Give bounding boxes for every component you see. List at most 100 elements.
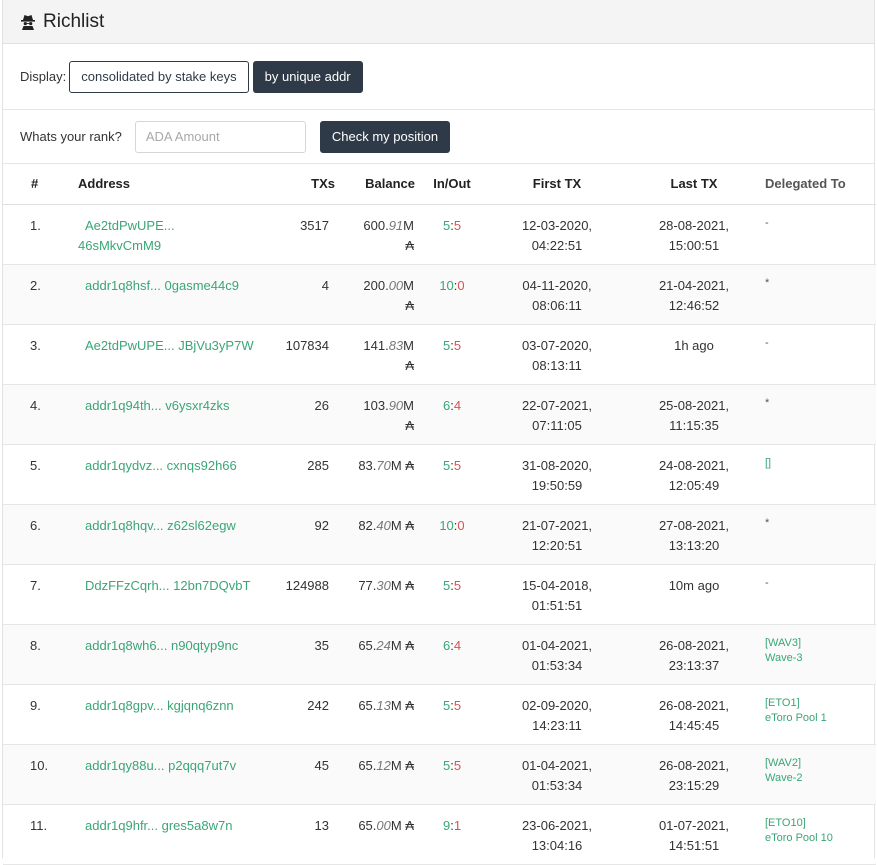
pool-ticker[interactable]: [] [765, 456, 772, 469]
col-header-delegated-to[interactable]: Delegated To [759, 164, 876, 205]
in-out-cell: 5:5 [419, 204, 485, 265]
address-link[interactable]: addr1qydvz... cxnqs92h66 [85, 457, 237, 473]
last-tx-time: 15:00:51 [668, 237, 720, 253]
first-tx-time: 08:06:11 [532, 297, 582, 313]
delegated-cell: [WAV3] Wave-3 [759, 624, 876, 685]
address-link[interactable]: addr1q9hfr... gres5a8w7n [85, 817, 233, 833]
last-tx-cell: 26-08-2021, 23:15:29 [629, 744, 759, 805]
last-tx-date: 28-08-2021, [658, 217, 730, 233]
col-header-balance[interactable]: Balance [337, 164, 419, 205]
check-my-position-button[interactable]: Check my position [319, 120, 451, 153]
balance-decimal: 24 [376, 637, 391, 653]
balance-decimal: 12 [376, 757, 391, 773]
in-out-cell: 9:1 [419, 804, 485, 865]
balance-cell: 77.30M ₳ [337, 564, 419, 625]
pool-ticker[interactable]: [WAV2] [765, 756, 802, 769]
first-tx-cell: 03-07-2020, 08:13:11 [485, 324, 629, 385]
last-tx-cell: 28-08-2021, 15:00:51 [629, 204, 759, 265]
address-cell: addr1q9hfr... gres5a8w7n [49, 804, 257, 865]
col-header-inout[interactable]: In/Out [419, 164, 485, 205]
ada-amount-input[interactable] [134, 120, 306, 153]
consolidated-by-stake-keys-button[interactable]: consolidated by stake keys [69, 60, 249, 93]
balance-cell: 82.40M ₳ [337, 504, 419, 565]
first-tx-date: 03-07-2020, [521, 337, 593, 353]
in-out-separator: : [450, 217, 454, 233]
table-row: 10. addr1qy88u... p2qqq7ut7v 45 65.12M ₳ 5:5… [3, 744, 876, 805]
in-count: 10 [439, 277, 454, 293]
balance-integer: 65. [358, 757, 377, 773]
balance-integer: 65. [358, 637, 377, 653]
balance-cell: 600.91M ₳ [337, 204, 419, 265]
col-header-num[interactable]: # [3, 164, 49, 205]
address-cell: addr1q8gpv... kgjqnq6znn [49, 684, 257, 745]
first-tx-date: 21-07-2021, [521, 517, 593, 533]
row-rank: 11. [3, 804, 49, 865]
pool-ticker[interactable]: [ETO10] [765, 816, 806, 829]
last-tx-date: 24-08-2021, [658, 457, 730, 473]
pool-ticker[interactable]: [WAV3] [765, 636, 802, 649]
table-row: 8. addr1q8wh6... n90qtyp9nc 35 65.24M ₳ 6:4 0… [3, 624, 876, 685]
last-tx-cell: 1h ago [629, 324, 759, 385]
last-tx-cell: 25-08-2021, 11:15:35 [629, 384, 759, 445]
in-out-separator: : [450, 757, 454, 773]
address-link[interactable]: addr1q8wh6... n90qtyp9nc [85, 637, 239, 653]
pool-ticker[interactable]: [ETO1] [765, 696, 800, 709]
col-header-address[interactable]: Address [49, 164, 257, 205]
last-tx-time: 13:13:20 [668, 537, 720, 553]
table-row: 11. addr1q9hfr... gres5a8w7n 13 65.00M ₳ 9:1… [3, 804, 876, 865]
address-link[interactable]: addr1q94th... v6ysxr4zks [85, 397, 230, 413]
pool-name[interactable]: eToro Pool 1 [765, 711, 827, 724]
address-link[interactable]: addr1q8hsf... 0gasme44c9 [85, 277, 239, 293]
pool-name[interactable]: Wave-2 [765, 771, 803, 784]
address-link[interactable]: addr1q8gpv... kgjqnq6znn [85, 697, 234, 713]
rank-label: Whats your rank? [20, 129, 122, 144]
in-count: 5 [442, 337, 451, 353]
last-tx-date: 27-08-2021, [658, 517, 730, 533]
col-header-first-tx[interactable]: First TX [485, 164, 629, 205]
page-title: Richlist [43, 10, 105, 32]
last-tx-date: 26-08-2021, [658, 637, 730, 653]
pool-ticker: * [765, 516, 770, 529]
balance-cell: 65.12M ₳ [337, 744, 419, 805]
balance-unit: M ₳ [390, 457, 414, 473]
row-rank: 10. [3, 744, 49, 805]
pool-ticker: - [765, 216, 769, 229]
address-link[interactable]: addr1q8hqv... z62sl62egw [85, 517, 236, 533]
address-link-tail[interactable]: 46sMkvCmM9 [78, 237, 162, 253]
out-count: 5 [453, 757, 462, 773]
first-tx-cell: 22-07-2021, 07:11:05 [485, 384, 629, 445]
row-rank: 9. [3, 684, 49, 745]
first-tx-cell: 01-04-2021, 01:53:34 [485, 744, 629, 805]
last-tx-date: 26-08-2021, [658, 757, 730, 773]
first-tx-time: 01:53:34 [531, 777, 583, 793]
col-header-txs[interactable]: TXs [257, 164, 337, 205]
address-link[interactable]: addr1qy88u... p2qqq7ut7v [85, 757, 237, 773]
balance-integer: 141. [363, 337, 389, 353]
address-link[interactable]: Ae2tdPwUPE... JBjVu3yP7W [85, 337, 254, 353]
first-tx-date: 31-08-2020, [521, 457, 593, 473]
in-out-separator: : [450, 637, 454, 653]
last-tx-time: 23:13:37 [668, 657, 720, 673]
by-unique-addr-button[interactable]: by unique addr [252, 60, 363, 93]
in-out-cell: 5:5 [419, 564, 485, 625]
address-link[interactable]: DdzFFzCqrh... 12bn7DQvbT [85, 577, 251, 593]
balance-unit: M ₳ [390, 577, 414, 593]
table-row: 4. addr1q94th... v6ysxr4zks 26 103.90M ₳ 6:4 2… [3, 384, 876, 445]
in-out-cell: 5:5 [419, 324, 485, 385]
ada-symbol: ₳ [405, 417, 414, 433]
table-row: 6. addr1q8hqv... z62sl62egw 92 82.40M ₳ 10:0… [3, 504, 876, 565]
col-header-last-tx[interactable]: Last TX [629, 164, 759, 205]
pool-name[interactable]: eToro Pool 10 [765, 831, 833, 844]
balance-integer: 65. [358, 697, 377, 713]
first-tx-time: 12:20:51 [531, 537, 583, 553]
first-tx-date: 02-09-2020, [521, 697, 593, 713]
balance-decimal: 90 [388, 397, 404, 413]
balance-decimal: 40 [376, 517, 391, 533]
in-count: 5 [442, 457, 451, 473]
address-link[interactable]: Ae2tdPwUPE... [85, 217, 175, 233]
tx-count: 26 [257, 384, 337, 445]
delegated-cell: - [759, 564, 876, 625]
panel-header: Richlist [3, 0, 874, 44]
row-rank: 5. [3, 444, 49, 505]
pool-name[interactable]: Wave-3 [765, 651, 803, 664]
